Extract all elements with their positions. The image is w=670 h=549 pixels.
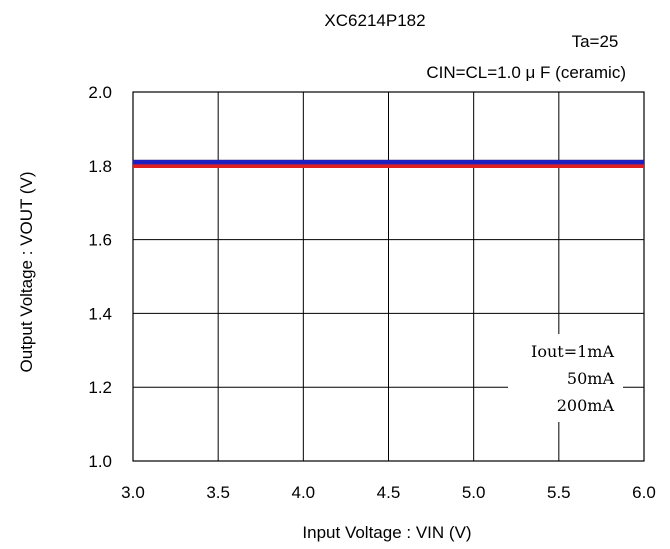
y-tick-label: 1.6 xyxy=(88,231,112,250)
grid xyxy=(132,91,645,462)
legend-background xyxy=(508,334,623,422)
plot-border xyxy=(132,91,645,462)
capacitor-annotation: CIN=CL=1.0 μ F (ceramic) xyxy=(426,63,626,82)
legend: Iout=1mA 50mA 200mA xyxy=(508,334,623,422)
legend-label-200mA: 200mA xyxy=(557,396,615,415)
x-tick-label: 3.0 xyxy=(121,483,145,502)
x-tick-label: 4.0 xyxy=(292,483,316,502)
legend-label-1mA: Iout=1mA xyxy=(531,342,614,361)
y-tick-label: 1.2 xyxy=(88,378,112,397)
legend-label-50mA: 50mA xyxy=(567,369,615,388)
temperature-annotation: Ta=25 xyxy=(572,32,619,51)
x-tick-label: 4.5 xyxy=(377,483,401,502)
y-tick-label: 2.0 xyxy=(88,83,112,102)
x-tick-label: 6.0 xyxy=(632,483,656,502)
y-tick-label: 1.8 xyxy=(88,157,112,176)
chart-title: XC6214P182 xyxy=(324,11,425,30)
x-axis-label: Input Voltage : VIN (V) xyxy=(302,523,471,542)
series-lines xyxy=(133,159,644,169)
x-tick-label: 5.5 xyxy=(547,483,571,502)
tick-labels: 3.0 3.5 4.0 4.5 5.0 5.5 6.0 1.0 1.2 1.4 1.6 1.8 2.0 xyxy=(88,83,655,502)
x-tick-label: 5.0 xyxy=(462,483,486,502)
y-tick-label: 1.0 xyxy=(88,452,112,471)
y-tick-label: 1.4 xyxy=(88,304,112,323)
x-tick-label: 3.5 xyxy=(206,483,230,502)
y-axis-label: Output Voltage : VOUT (V) xyxy=(17,172,36,373)
